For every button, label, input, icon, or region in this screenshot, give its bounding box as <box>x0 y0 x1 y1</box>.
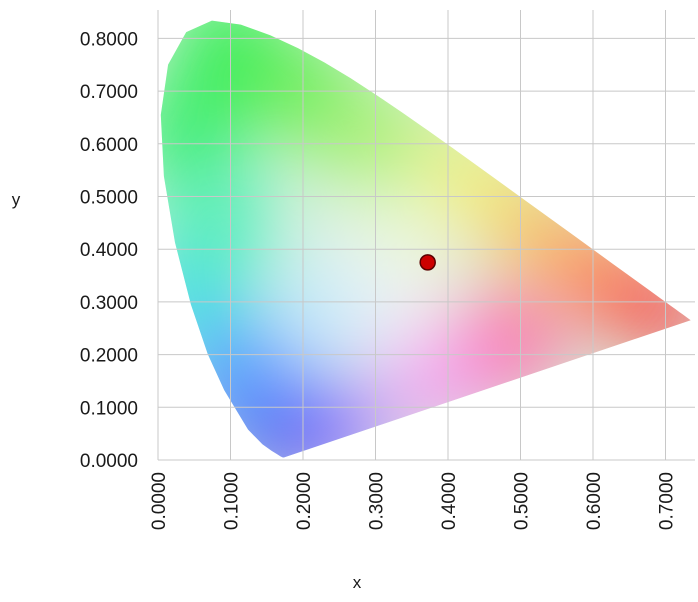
x-tick-label: 0.5000 <box>512 472 533 530</box>
data-point <box>419 254 436 271</box>
y-axis-title: y <box>12 190 21 209</box>
y-tick-label: 0.8000 <box>80 29 138 50</box>
x-tick-label: 0.4000 <box>439 472 460 530</box>
data-points <box>419 254 436 271</box>
y-axis-ticks: 0.0000 0.1000 0.2000 0.3000 0.4000 0.5000 0.60… <box>80 29 138 472</box>
x-axis-ticks: 0.0000 0.1000 0.2000 0.3000 0.4000 0.5000 0.60… <box>149 472 678 530</box>
grid-lines <box>157 10 695 461</box>
y-tick-label: 0.1000 <box>80 398 138 419</box>
y-tick-label: 0.4000 <box>80 240 138 261</box>
y-tick-label: 0.5000 <box>80 188 138 209</box>
y-tick-label: 0.2000 <box>80 346 138 367</box>
x-tick-label: 0.6000 <box>584 472 605 530</box>
x-axis-title: x <box>353 573 362 592</box>
y-tick-label: 0.7000 <box>80 82 138 103</box>
x-tick-label: 0.1000 <box>222 472 243 530</box>
spectral-locus-gamut <box>160 20 691 458</box>
x-tick-label: 0.2000 <box>294 472 315 530</box>
x-tick-label: 0.0000 <box>149 472 170 530</box>
x-tick-label: 0.3000 <box>367 472 388 530</box>
x-tick-label: 0.7000 <box>657 472 678 530</box>
y-tick-label: 0.0000 <box>80 451 138 472</box>
y-tick-label: 0.6000 <box>80 135 138 156</box>
y-tick-label: 0.3000 <box>80 293 138 314</box>
